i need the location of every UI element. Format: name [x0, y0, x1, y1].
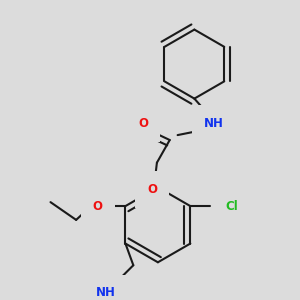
Text: Cl: Cl: [225, 200, 238, 213]
Text: NH: NH: [96, 286, 116, 299]
Text: O: O: [93, 200, 103, 213]
Text: NH: NH: [204, 117, 224, 130]
Text: O: O: [147, 183, 157, 196]
Text: O: O: [138, 117, 148, 130]
